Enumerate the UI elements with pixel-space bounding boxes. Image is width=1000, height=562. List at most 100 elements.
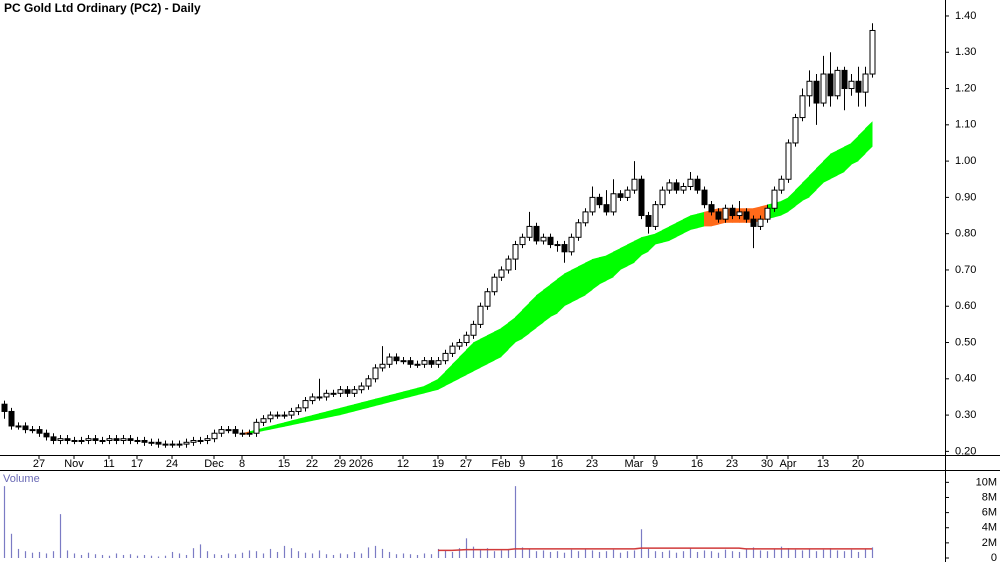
band-segment	[333, 407, 341, 417]
candle-body	[8, 410, 15, 427]
candle-body	[757, 218, 764, 227]
band-segment	[788, 190, 796, 212]
band-segment	[816, 161, 824, 191]
band-segment	[669, 222, 677, 241]
x-tick-label: 23	[586, 458, 598, 470]
candle-body	[638, 178, 645, 217]
candle-body	[694, 178, 701, 191]
band-segment	[438, 371, 446, 390]
candle-body	[834, 69, 841, 97]
y-tick-label: 0.30	[955, 409, 976, 421]
x-tick-label: 24	[166, 458, 178, 470]
candle-body	[582, 211, 589, 224]
band-segment	[445, 364, 453, 387]
candle-body	[365, 378, 372, 387]
candle-body	[820, 73, 827, 104]
candle-body	[764, 207, 771, 220]
candle-body	[715, 211, 722, 220]
band-segment	[277, 422, 285, 429]
band-segment	[382, 395, 390, 405]
band-segment	[557, 273, 565, 314]
candle-body	[43, 432, 50, 438]
candle-body	[687, 178, 694, 187]
band-segment	[473, 338, 481, 372]
band-segment	[368, 398, 376, 408]
x-tick-label: 16	[551, 458, 563, 470]
band-segment	[781, 197, 789, 216]
band-segment	[410, 387, 418, 397]
candle-body	[386, 356, 393, 365]
candle-body	[659, 189, 666, 206]
y-tick-label: 0.70	[955, 264, 976, 276]
candle-body	[554, 244, 561, 247]
band-segment	[837, 146, 845, 176]
candle-body	[134, 439, 141, 442]
candle-body	[302, 400, 309, 409]
x-tick-label: 20	[852, 458, 864, 470]
x-tick-label: 17	[131, 458, 143, 470]
band-segment	[543, 284, 551, 323]
candle-body	[197, 439, 204, 442]
candle-body	[596, 196, 603, 206]
candle-body	[379, 363, 386, 369]
candle-body	[169, 443, 176, 446]
band-segment	[284, 420, 292, 427]
candle-body	[533, 225, 540, 242]
candle-body	[246, 432, 253, 435]
candle-body	[295, 407, 302, 412]
x-tick-label: Nov	[64, 458, 84, 470]
candle-body	[729, 207, 736, 217]
candle-body	[869, 29, 876, 75]
candle-body	[344, 389, 351, 394]
band-segment	[613, 248, 621, 278]
chart-title: PC Gold Ltd Ordinary (PC2) - Daily	[4, 1, 201, 15]
candle-body	[708, 204, 715, 213]
band-segment	[599, 255, 607, 285]
band-segment	[389, 393, 397, 403]
candle-body	[155, 441, 162, 445]
band-segment	[326, 409, 334, 418]
band-segment	[270, 424, 278, 430]
candle-body	[1, 403, 8, 412]
band-segment	[564, 269, 572, 307]
x-tick-label: Dec	[204, 458, 224, 470]
candle-body	[477, 305, 484, 325]
x-tick-label: 16	[691, 458, 703, 470]
candle-body	[183, 441, 190, 445]
candle-body	[575, 222, 582, 238]
candle-body	[176, 443, 183, 446]
candle-body	[36, 429, 43, 434]
volume-tick-label: 8M	[982, 491, 997, 503]
candle-body	[610, 193, 617, 213]
band-segment	[312, 413, 320, 421]
band-segment	[501, 322, 509, 358]
candle-body	[351, 389, 358, 394]
candle-body	[862, 73, 869, 93]
band-segment	[704, 210, 712, 227]
x-tick-label: 11	[103, 458, 114, 470]
band-segment	[648, 233, 656, 252]
candle-body	[603, 204, 610, 213]
candle-body	[484, 291, 491, 307]
band-segment	[571, 266, 579, 303]
candle-body	[540, 236, 547, 242]
x-tick-label: Feb	[492, 458, 511, 470]
candle-body	[701, 189, 708, 206]
band-segment	[298, 416, 306, 424]
x-tick-label: Mar	[625, 458, 644, 470]
band-segment	[361, 400, 369, 410]
band-segment	[606, 251, 614, 281]
band-segment	[655, 230, 663, 245]
band-segment	[263, 425, 271, 432]
band-segment	[844, 142, 852, 172]
candle-body	[806, 80, 813, 97]
candle-body	[785, 142, 792, 180]
band-segment	[452, 357, 460, 383]
band-segment	[627, 240, 635, 267]
candle-body	[435, 360, 442, 365]
candle-body	[750, 218, 757, 227]
candle-body	[624, 189, 631, 198]
candle-body	[85, 438, 92, 441]
y-tick-label: 1.20	[955, 82, 976, 94]
x-tick-label: 8	[239, 458, 245, 470]
